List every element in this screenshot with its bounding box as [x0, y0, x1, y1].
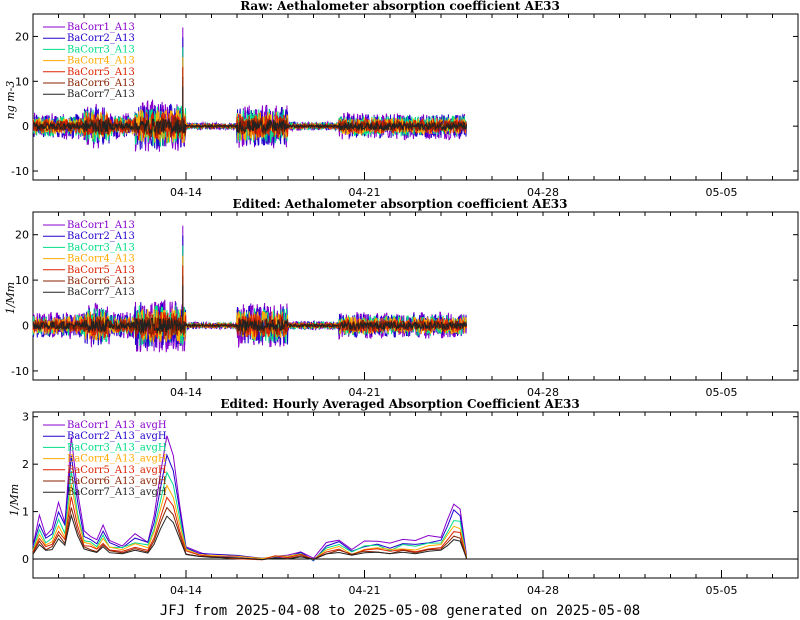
legend-entry: BaCorr6_A13 [67, 276, 135, 287]
y-tick-label: 20 [15, 30, 29, 43]
panel-1-title: Raw: Aethalometer absorption coefficient… [240, 0, 560, 13]
series-7-line [32, 317, 467, 334]
series-2-line [32, 453, 467, 562]
y-tick-label: 0 [22, 320, 29, 333]
x-tick-label: 04-21 [349, 584, 381, 597]
x-tick-label: 04-14 [170, 584, 202, 597]
legend-entry: BaCorr7_A13 [67, 287, 135, 298]
legend-entry: BaCorr5_A13 [67, 67, 135, 78]
x-tick-label: 05-05 [706, 584, 738, 597]
panel-1-ylabel: ng m-3 [4, 81, 17, 120]
x-tick-label: 04-14 [170, 186, 202, 199]
legend-entry: BaCorr6_A13 [67, 78, 135, 89]
series-4-line [32, 484, 467, 561]
legend-entry: BaCorr2_A13_avgH [67, 431, 167, 442]
panel-2-title: Edited: Aethalometer absorption coeffici… [233, 197, 568, 211]
series-1-line [32, 435, 467, 560]
legend-entry: BaCorr4_A13_avgH [67, 454, 167, 465]
panel-2-frame [32, 211, 799, 381]
y-tick-label: 2 [22, 458, 29, 471]
legend-entry: BaCorr3_A13 [67, 242, 135, 253]
legend-entry: BaCorr3_A13_avgH [67, 442, 167, 453]
x-tick-label: 04-21 [349, 186, 381, 199]
footer-caption: JFJ from 2025-04-08 to 2025-05-08 genera… [160, 603, 640, 619]
y-tick-label: 10 [15, 274, 29, 287]
panel-1-frame [32, 13, 799, 181]
y-tick-label: 10 [15, 75, 29, 88]
series-7-line [32, 118, 467, 135]
x-tick-label: 05-05 [706, 186, 738, 199]
legend-entry: BaCorr7_A13 [67, 89, 135, 100]
y-tick-label: -10 [11, 165, 29, 178]
legend-entry: BaCorr4_A13 [67, 56, 135, 67]
legend-entry: BaCorr1_A13 [67, 220, 135, 231]
x-tick-label: 04-14 [170, 386, 202, 399]
legend-entry: BaCorr5_A13_avgH [67, 465, 167, 476]
y-tick-label: 3 [22, 411, 29, 424]
legend-entry: BaCorr7_A13_avgH [67, 487, 167, 498]
legend-entry: BaCorr1_A13_avgH [67, 420, 167, 431]
legend-entry: BaCorr2_A13 [67, 33, 135, 44]
x-tick-label: 04-28 [527, 584, 559, 597]
y-tick-label: 0 [22, 553, 29, 566]
panel-2-ylabel: 1/Mm [4, 282, 17, 314]
legend-entry: BaCorr1_A13 [67, 22, 135, 33]
x-tick-label: 04-21 [349, 386, 381, 399]
legend-entry: BaCorr4_A13 [67, 254, 135, 265]
y-tick-label: 1 [22, 506, 29, 519]
legend-entry: BaCorr5_A13 [67, 265, 135, 276]
legend-entry: BaCorr2_A13 [67, 231, 135, 242]
panel-3-title: Edited: Hourly Averaged Absorption Coeff… [220, 397, 579, 411]
x-tick-label: 04-28 [527, 386, 559, 399]
series-7-line [32, 513, 467, 561]
series-5-line [32, 496, 467, 561]
legend-entry: BaCorr3_A13 [67, 44, 135, 55]
panel-3-ylabel: 1/Mm [8, 484, 21, 516]
y-tick-label: -10 [11, 365, 29, 378]
series-5-line [32, 311, 467, 340]
x-tick-label: 05-05 [706, 386, 738, 399]
legend-entry: BaCorr6_A13_avgH [67, 476, 167, 487]
y-tick-label: 20 [15, 229, 29, 242]
x-tick-label: 04-28 [527, 186, 559, 199]
y-tick-label: 0 [22, 120, 29, 133]
